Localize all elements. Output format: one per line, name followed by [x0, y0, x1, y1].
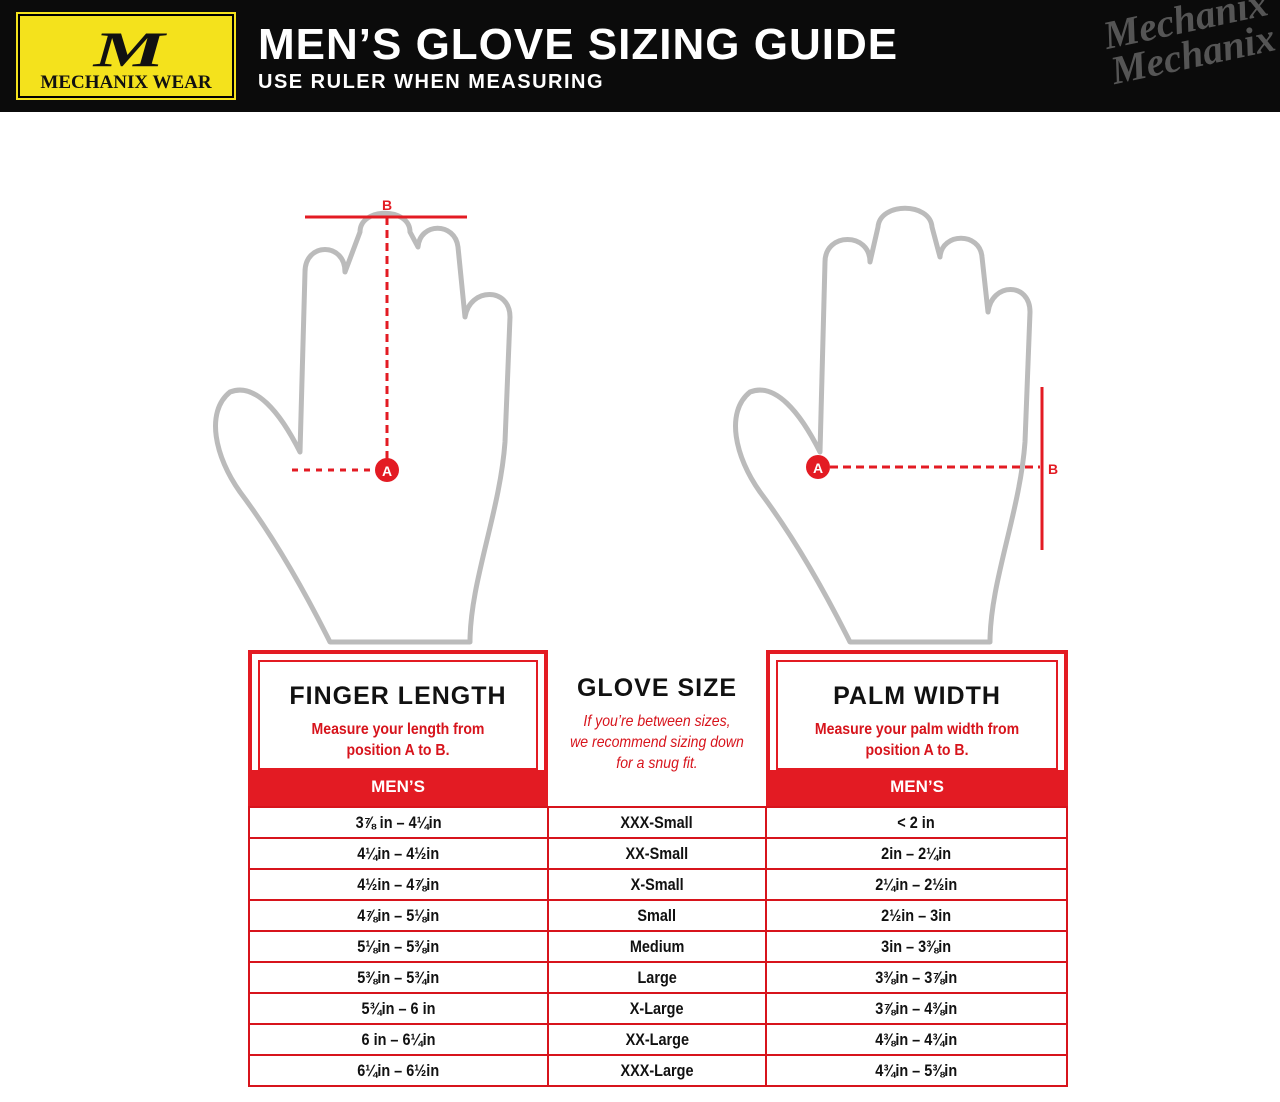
- hand-diagrams: B A A B: [213, 197, 1058, 645]
- palm-cell: 2¼in – 2½in: [764, 868, 1069, 901]
- size-cell: XX-Small: [547, 837, 767, 870]
- svg-text:A: A: [382, 463, 392, 479]
- table-row: 5⅛in – 5⅜in Medium 3in – 3⅜in: [247, 930, 1069, 963]
- finger-cell: 4⅞in – 5⅛in: [247, 899, 550, 932]
- label-b: B: [382, 197, 392, 213]
- svg-text:B: B: [1048, 461, 1058, 477]
- table-row: 5⅜in – 5¾in Large 3⅜in – 3⅞in: [247, 961, 1069, 994]
- point-a-marker: [806, 455, 830, 479]
- finger-cell: 6 in – 6¼in: [247, 1023, 550, 1056]
- finger-cell: 3⅞ in – 4¼in: [247, 806, 550, 839]
- finger-length-header: FINGER LENGTH Measure your length from p…: [248, 650, 548, 808]
- size-cell: Medium: [547, 930, 767, 963]
- finger-cell: 5⅛in – 5⅜in: [247, 930, 550, 963]
- finger-length-marker: [292, 215, 467, 472]
- table-row: 5¾in – 6 in X-Large 3⅞in – 4⅜in: [247, 992, 1069, 1025]
- palm-cell: 2½in – 3in: [764, 899, 1069, 932]
- right-hand-illustration: [733, 205, 1033, 645]
- size-cell: XXX-Large: [547, 1054, 767, 1087]
- table-row: 4¼in – 4½in XX-Small 2in – 2¼in: [247, 837, 1069, 870]
- table-row: 6 in – 6¼in XX-Large 4⅜in – 4¾in: [247, 1023, 1069, 1056]
- table-row: 4⅞in – 5⅛in Small 2½in – 3in: [247, 899, 1069, 932]
- palm-cell: 4¾in – 5⅜in: [764, 1054, 1069, 1087]
- header-banner: M MECHANIX WEAR MEN’S GLOVE SIZING GUIDE…: [0, 0, 1280, 112]
- finger-cell: 4¼in – 4½in: [247, 837, 550, 870]
- size-cell: XX-Large: [547, 1023, 767, 1056]
- page-subtitle: USE RULER WHEN MEASURING: [258, 71, 605, 93]
- finger-cell: 4½in – 4⅞in: [247, 868, 550, 901]
- page-title: MEN’S GLOVE SIZING GUIDE: [258, 20, 899, 69]
- finger-cell: 5¾in – 6 in: [247, 992, 550, 1025]
- table-row: 6¼in – 6½in XXX-Large 4¾in – 5⅜in: [247, 1054, 1069, 1087]
- watermark: Mechanix Mechanix: [1100, 0, 1280, 94]
- table-row: 3⅞ in – 4¼in XXX-Small < 2 in: [247, 806, 1069, 839]
- mechanix-logo: M MECHANIX WEAR: [16, 12, 236, 100]
- table-row: 4½in – 4⅞in X-Small 2¼in – 2½in: [247, 868, 1069, 901]
- size-cell: Large: [547, 961, 767, 994]
- sizing-table: 3⅞ in – 4¼in XXX-Small < 2 in 4¼in – 4½in XX…: [247, 806, 1069, 1087]
- size-cell: X-Small: [547, 868, 767, 901]
- svg-text:A: A: [813, 460, 823, 476]
- palm-cell: < 2 in: [764, 806, 1069, 839]
- palm-cell: 3⅜in – 3⅞in: [764, 961, 1069, 994]
- size-cell: Small: [547, 899, 767, 932]
- palm-cell: 3in – 3⅜in: [764, 930, 1069, 963]
- finger-cell: 5⅜in – 5¾in: [247, 961, 550, 994]
- palm-width-marker: [830, 387, 1044, 550]
- glove-size-header: GLOVE SIZE If you’re between sizes, we r…: [570, 674, 744, 772]
- palm-cell: 3⅞in – 4⅜in: [764, 992, 1069, 1025]
- point-a-marker: [375, 458, 399, 482]
- finger-cell: 6¼in – 6½in: [247, 1054, 550, 1087]
- palm-cell: 4⅜in – 4¾in: [764, 1023, 1069, 1056]
- left-hand-illustration: [213, 210, 513, 645]
- palm-width-header: PALM WIDTH Measure your palm width from …: [766, 650, 1068, 808]
- size-cell: XXX-Small: [547, 806, 767, 839]
- palm-cell: 2in – 2¼in: [764, 837, 1069, 870]
- size-cell: X-Large: [547, 992, 767, 1025]
